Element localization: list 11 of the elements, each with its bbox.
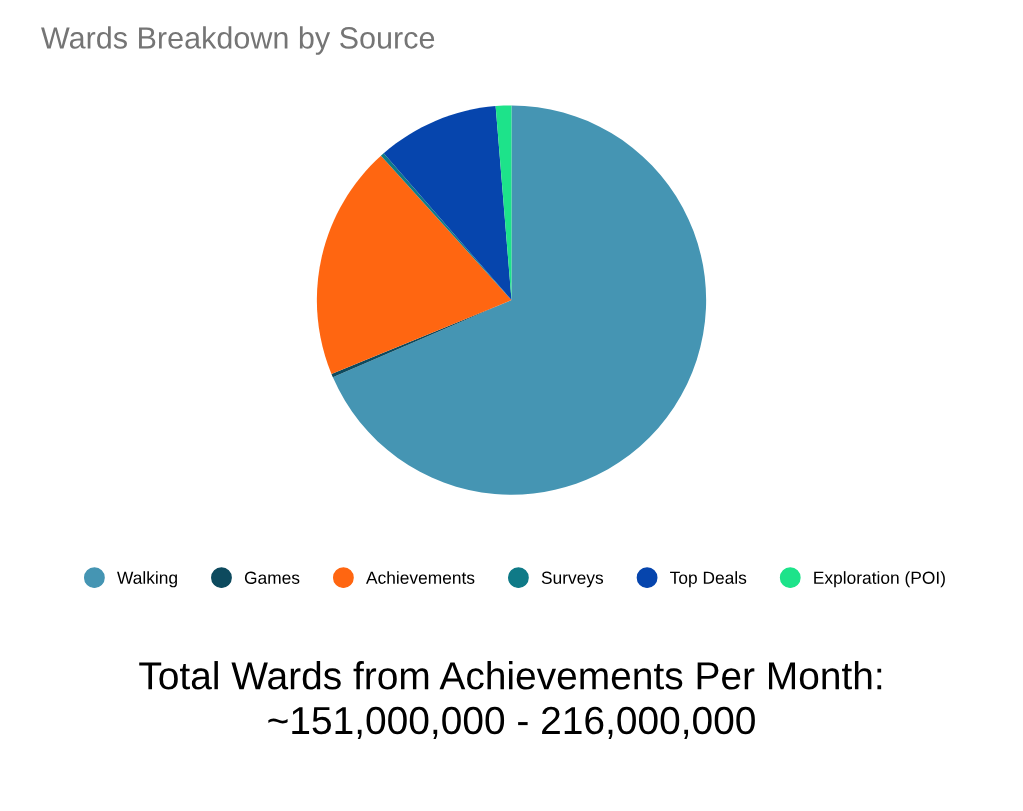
legend-label: Surveys <box>541 571 604 588</box>
pie-slice <box>316 155 512 374</box>
legend-label: Walking <box>117 571 177 588</box>
chart-title: Wards Breakdown by Source <box>41 26 435 55</box>
legend-label: Achievements <box>366 571 475 584</box>
pie-slice <box>383 106 512 301</box>
text: Total Wards from Achievements Per Month: ~151,000,000 - 216,000,000 <box>139 661 882 739</box>
legend-label: Games <box>244 571 300 584</box>
legend-label: Top Deals <box>670 571 747 588</box>
pie-slice <box>332 105 707 495</box>
legend-label: Exploration (POI) <box>814 571 945 588</box>
